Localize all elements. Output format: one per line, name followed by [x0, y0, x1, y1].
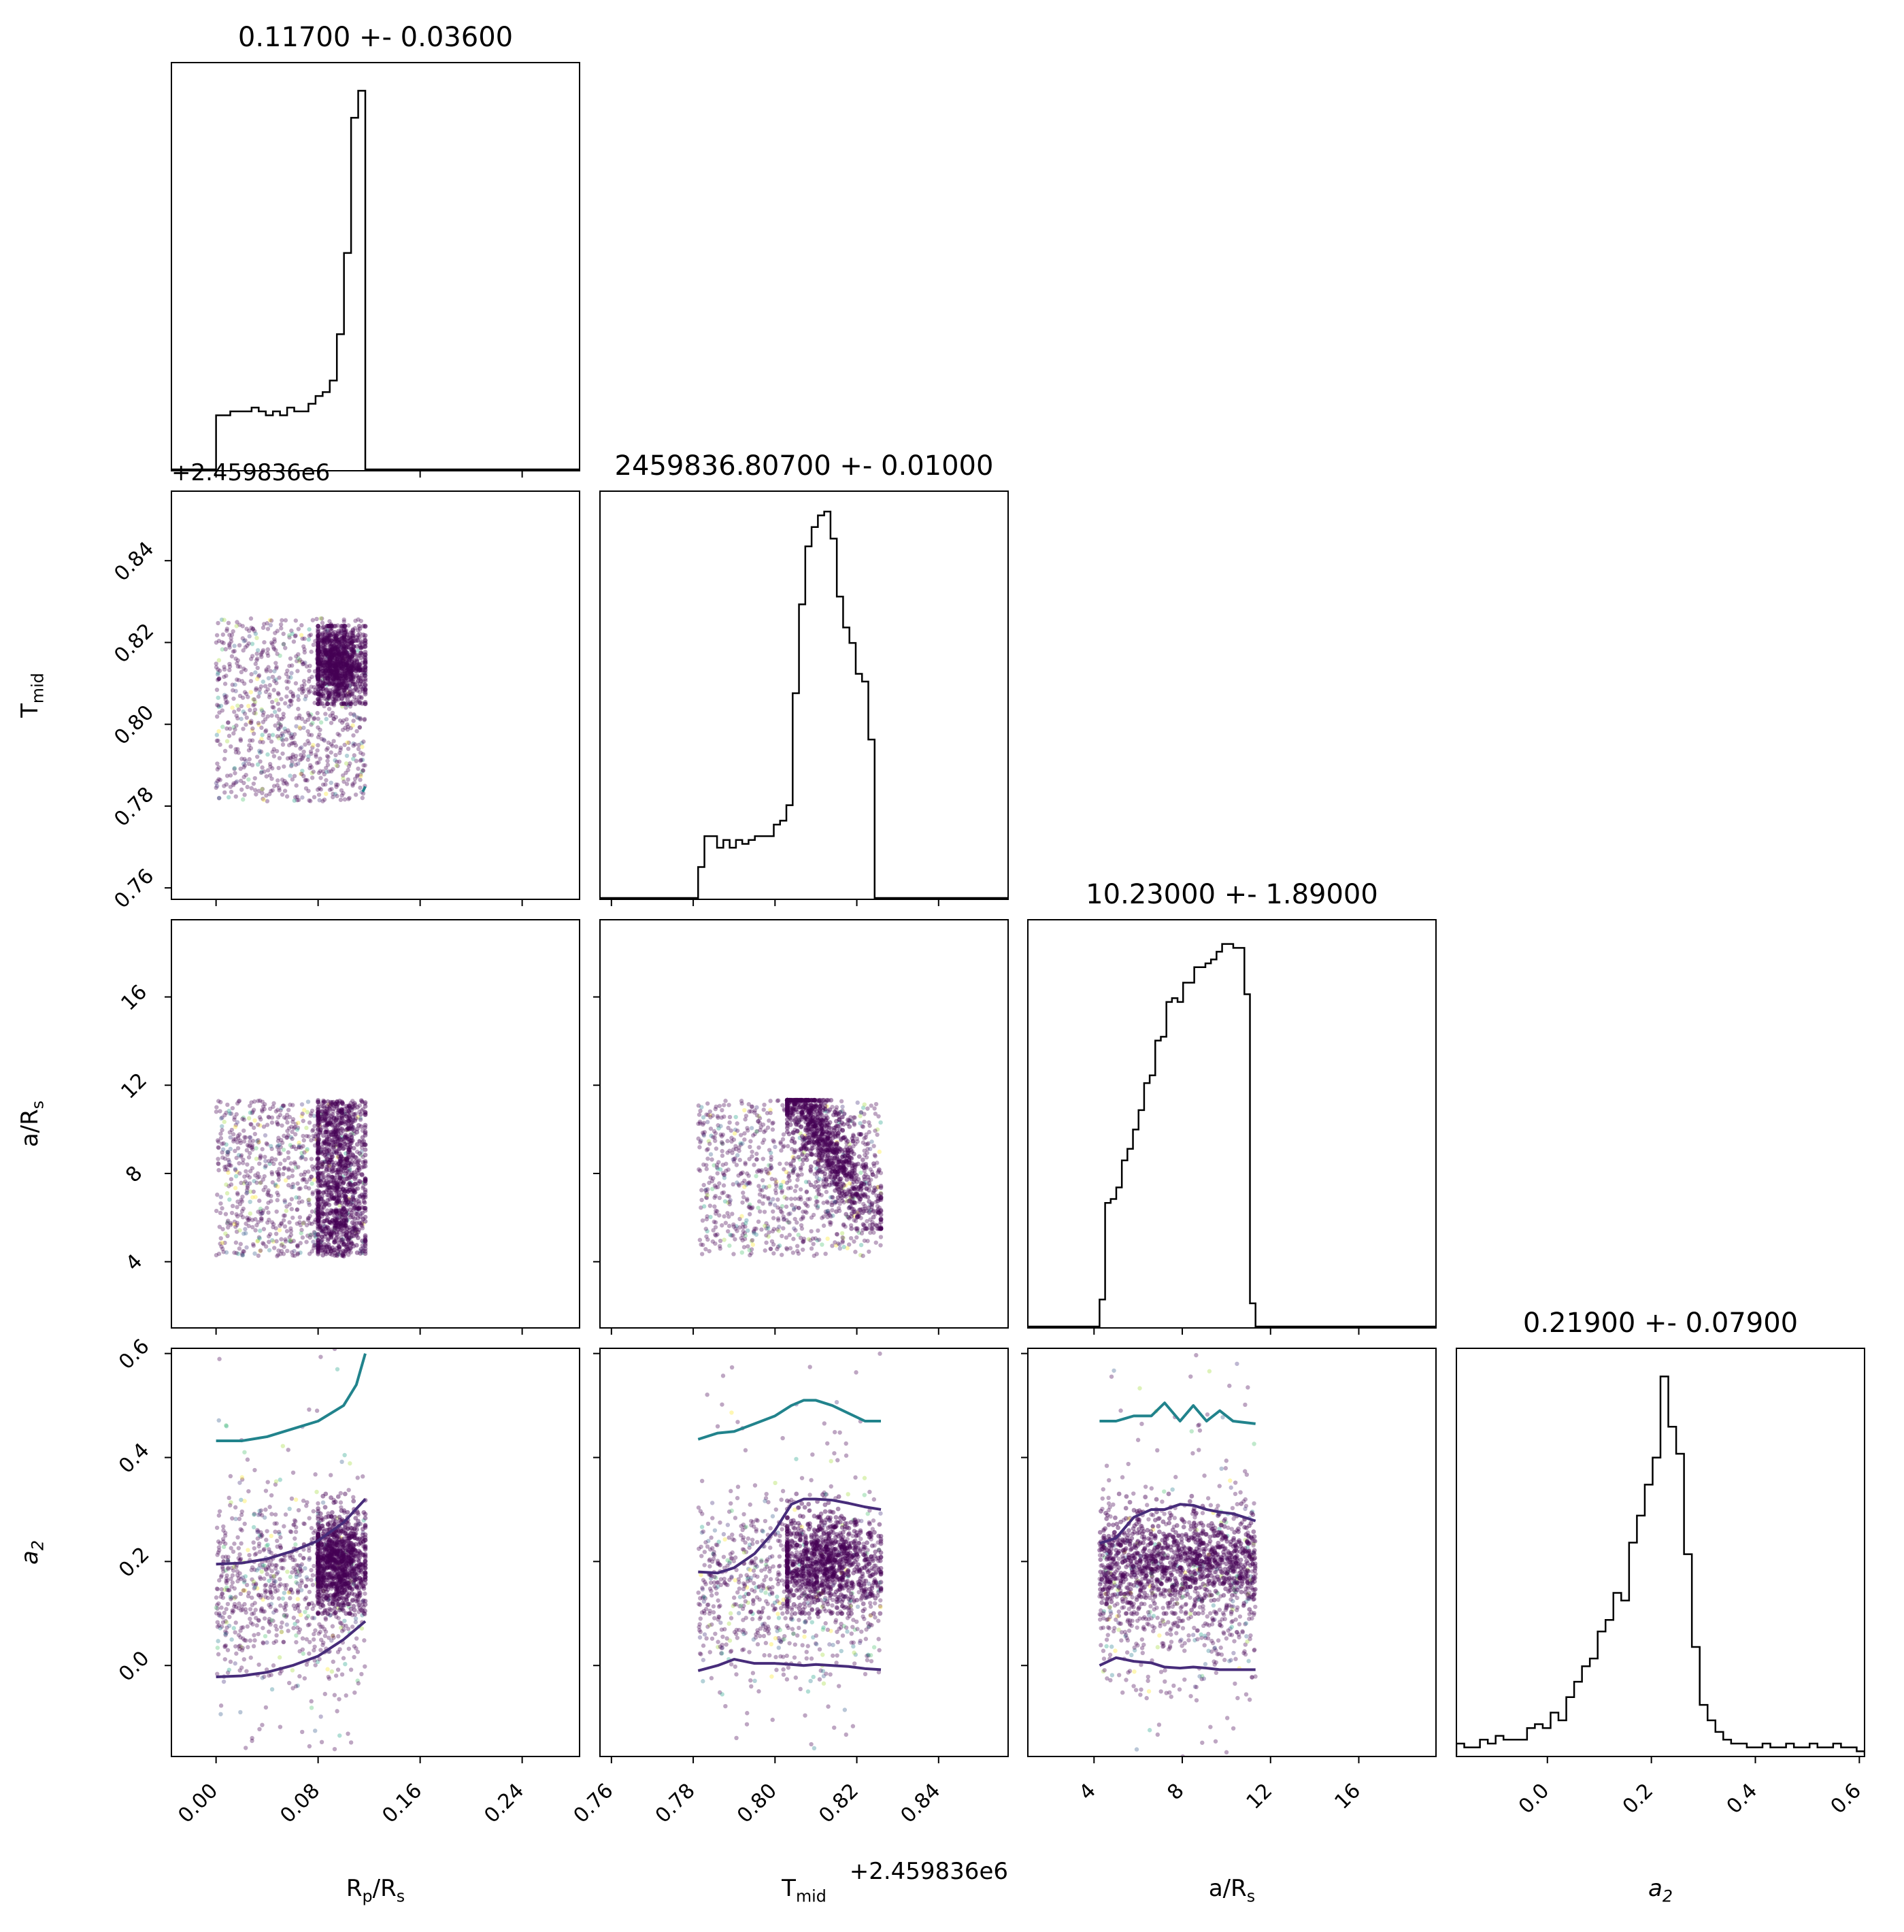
- panel-frame: [171, 490, 580, 900]
- contour-low: [1099, 1656, 1256, 1671]
- y-axis-label-a2: a2: [16, 1540, 48, 1565]
- y-tick-label: 0.4: [114, 1439, 154, 1478]
- x-tick-label: 0.80: [733, 1779, 782, 1828]
- hist-title-rp: 0.11700 +- 0.03600: [238, 22, 513, 53]
- scatter-core: [316, 623, 368, 707]
- scatter-points: [696, 1351, 883, 1751]
- histogram-a2: [1456, 1376, 1865, 1755]
- panel-frame: [171, 1348, 580, 1757]
- x-tick-label: 0.16: [378, 1779, 427, 1828]
- x-offset-text: +2.459836e6: [850, 1858, 1008, 1885]
- scatter-panel-a2-vs-rp: 0.00 0.08 0.16 0.24 0.0 0.2 0.4 0.6: [114, 1335, 580, 1828]
- contour-low: [697, 1658, 882, 1672]
- x-tick-label: 0.08: [275, 1779, 324, 1828]
- scatter-panel-a2-vs-tmid: 0.76 0.78 0.80 0.82 0.84: [569, 1348, 1009, 1828]
- y-tick-label: 12: [116, 1069, 152, 1104]
- x-tick-label: 8: [1163, 1779, 1188, 1805]
- panel-frame: [599, 919, 1009, 1329]
- scatter-panel-ars-vs-tmid: [593, 919, 1009, 1335]
- histogram-tmid: [600, 510, 1008, 899]
- hist-panel-ars: 10.23000 +- 1.89000: [1027, 879, 1437, 1335]
- y-tick-label: 16: [116, 980, 152, 1016]
- x-tick-label: 0.0: [1514, 1779, 1554, 1818]
- x-axis-label-tmid: Tmid: [781, 1875, 826, 1906]
- x-tick-label: 0.84: [896, 1779, 945, 1828]
- contour-outer: [1099, 1401, 1256, 1425]
- y-tick-label: 0.82: [110, 619, 158, 668]
- contour-mid: [216, 1498, 367, 1566]
- x-tick-label: 16: [1330, 1779, 1365, 1814]
- y-tick-label: 0.84: [110, 537, 158, 586]
- contour-low: [216, 1620, 367, 1679]
- x-tick-label: 12: [1242, 1779, 1277, 1814]
- x-tick-label: 0.4: [1722, 1779, 1762, 1818]
- x-tick-label: 0.6: [1826, 1779, 1866, 1818]
- hist-panel-a2: 0.0 0.2 0.4 0.6 0.21900 +- 0.07900: [1456, 1308, 1866, 1818]
- y-tick-label: 0.78: [110, 782, 158, 831]
- x-tick-label: 0.2: [1618, 1779, 1658, 1818]
- scatter-core: [784, 1491, 884, 1616]
- scatter-core: [316, 1491, 368, 1616]
- x-tick-label: 0.00: [173, 1779, 222, 1828]
- x-tick-label: 0.76: [569, 1779, 618, 1828]
- y-tick-label: 8: [121, 1161, 147, 1187]
- scatter-points: [214, 616, 367, 803]
- hist-panel-tmid: 2459836.80700 +- 0.01000: [599, 450, 1009, 906]
- x-axis-label-a2: a2: [1648, 1875, 1673, 1906]
- panel-frame: [599, 490, 1009, 900]
- scatter-points: [696, 1098, 884, 1259]
- y-tick-label: 0.0: [114, 1646, 154, 1686]
- histogram-rp: [171, 90, 580, 471]
- contour-mid: [698, 1497, 882, 1575]
- y-tick-label: 0.76: [110, 864, 158, 913]
- x-tick-label: 4: [1075, 1779, 1101, 1805]
- x-tick-label: 0.82: [814, 1779, 863, 1828]
- x-tick-label: 0.24: [480, 1779, 529, 1828]
- hist-title-tmid: 2459836.80700 +- 0.01000: [615, 450, 994, 482]
- contour-outer: [697, 1399, 882, 1441]
- hist-title-ars: 10.23000 +- 1.89000: [1086, 879, 1378, 910]
- y-tick-label: 0.2: [114, 1542, 154, 1582]
- x-axis-label-rp: Rp/Rs: [346, 1875, 405, 1906]
- contour-outer: [216, 1353, 367, 1443]
- hist-panel-rp: 0.11700 +- 0.03600: [171, 22, 580, 478]
- histogram-ars: [1028, 943, 1436, 1328]
- panel-frame: [171, 62, 580, 471]
- scatter-panel-tmid-vs-rp: 0.76 0.78 0.80 0.82 0.84: [110, 490, 580, 913]
- y-offset-text: +2.459836e6: [171, 459, 330, 486]
- contour-outer: [361, 786, 367, 793]
- scatter-points: [214, 1098, 368, 1259]
- hist-title-a2: 0.21900 +- 0.07900: [1523, 1308, 1798, 1339]
- y-axis-label-ars: a/Rs: [16, 1101, 48, 1147]
- x-tick-label: 0.78: [651, 1779, 700, 1828]
- scatter-core: [784, 1097, 884, 1231]
- panel-frame: [1456, 1348, 1865, 1757]
- y-tick-label: 0.80: [110, 701, 158, 750]
- scatter-panel-ars-vs-rp: 4 8 12 16: [116, 919, 580, 1335]
- y-axis-label-tmid: Tmid: [16, 673, 48, 718]
- panel-frame: [1027, 919, 1437, 1329]
- y-tick-label: 0.6: [114, 1335, 154, 1374]
- y-tick-label: 4: [121, 1250, 147, 1276]
- x-axis-label-ars: a/Rs: [1209, 1875, 1255, 1906]
- panel-frame: [599, 1348, 1009, 1757]
- scatter-core: [316, 1098, 368, 1259]
- panel-frame: [171, 919, 580, 1329]
- panel-frame: [1027, 1348, 1437, 1757]
- scatter-panel-a2-vs-ars: 4 8 12 16: [1021, 1348, 1437, 1814]
- contour-mid: [1099, 1503, 1256, 1545]
- scatter-core: [1097, 1491, 1258, 1616]
- scatter-points: [214, 1348, 367, 1752]
